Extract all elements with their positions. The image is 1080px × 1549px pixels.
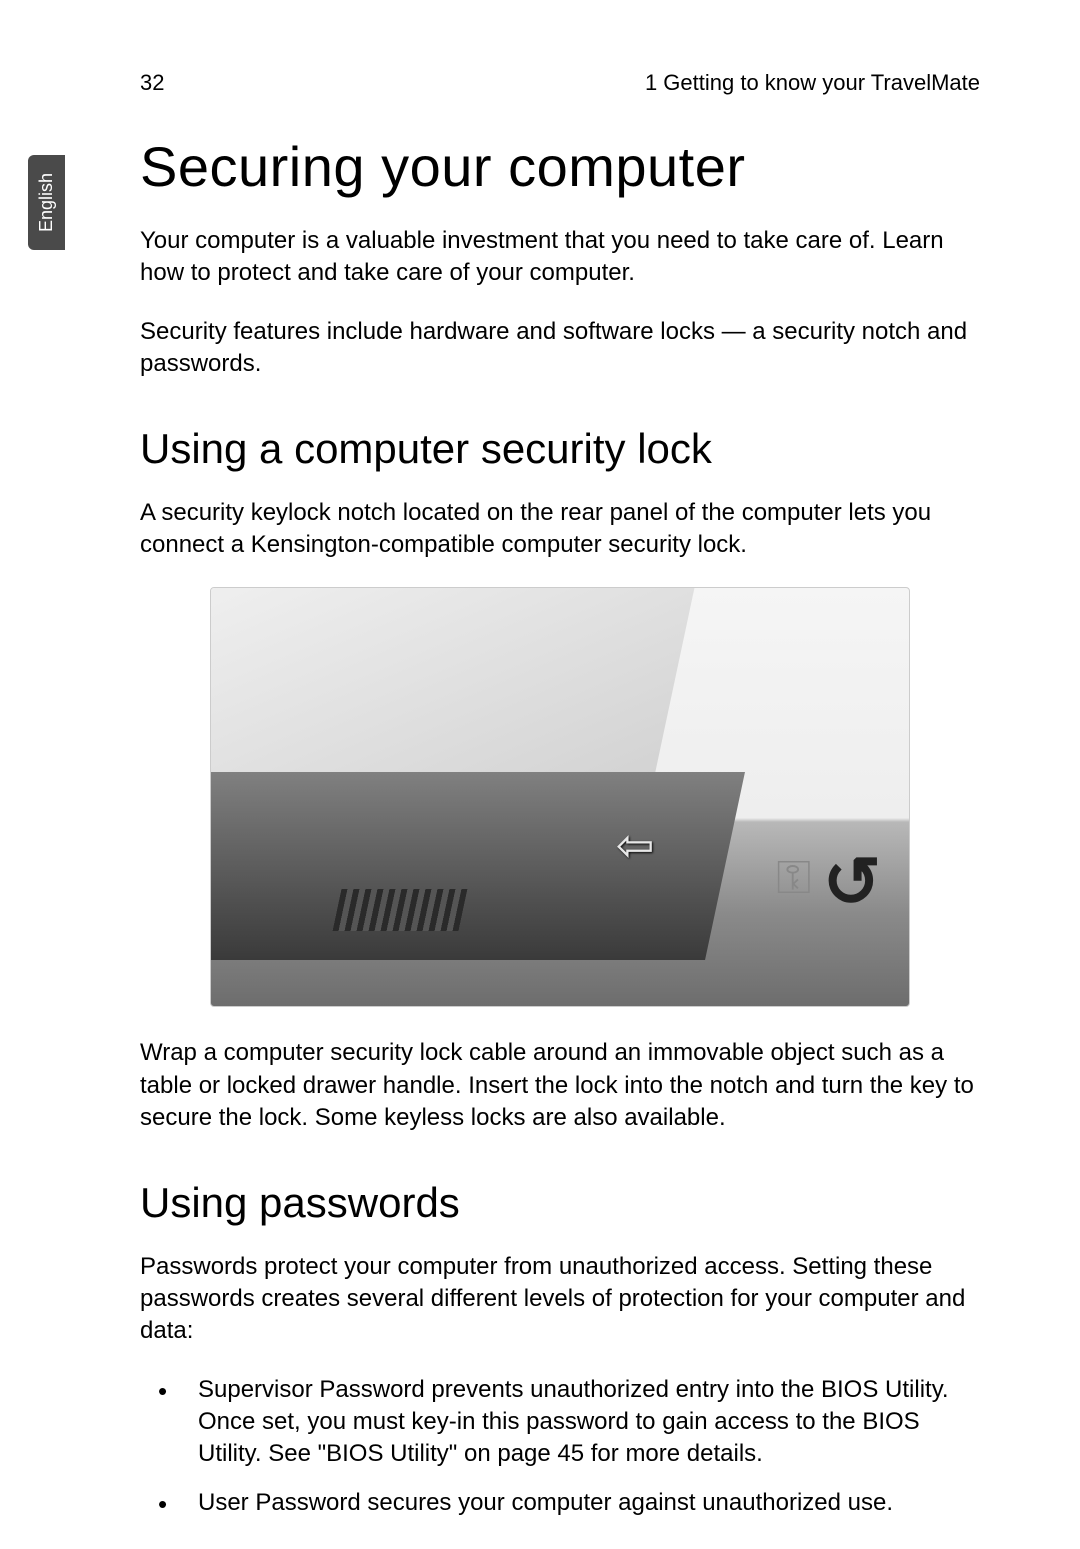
arrow-left-icon: ⇦	[616, 818, 655, 872]
security-lock-paragraph-2: Wrap a computer security lock cable arou…	[140, 1037, 980, 1134]
security-lock-figure: ⇦ ⚿ ↺	[210, 587, 910, 1007]
key-icon: ⚿	[776, 850, 811, 906]
section-heading-passwords: Using passwords	[140, 1179, 980, 1227]
figure-vent-slots	[332, 889, 467, 931]
intro-paragraph-1: Your computer is a valuable investment t…	[140, 225, 980, 290]
figure-laptop-rear-panel	[210, 772, 745, 960]
passwords-intro: Passwords protect your computer from una…	[140, 1251, 980, 1348]
password-bullet-list: Supervisor Password prevents unauthorize…	[140, 1374, 980, 1520]
manual-page: English 32 1 Getting to know your Travel…	[0, 0, 1080, 1549]
page-number: 32	[140, 70, 164, 96]
security-lock-paragraph-1: A security keylock notch located on the …	[140, 497, 980, 562]
turn-arrow-icon: ↺	[822, 841, 881, 923]
section-heading-security-lock: Using a computer security lock	[140, 425, 980, 473]
language-tab: English	[28, 155, 65, 250]
list-item: Supervisor Password prevents unauthorize…	[140, 1374, 980, 1471]
intro-paragraph-2: Security features include hardware and s…	[140, 316, 980, 381]
page-title: Securing your computer	[140, 134, 980, 199]
chapter-title: 1 Getting to know your TravelMate	[645, 70, 980, 96]
list-item: User Password secures your computer agai…	[140, 1487, 980, 1519]
page-header: 32 1 Getting to know your TravelMate	[140, 70, 980, 96]
